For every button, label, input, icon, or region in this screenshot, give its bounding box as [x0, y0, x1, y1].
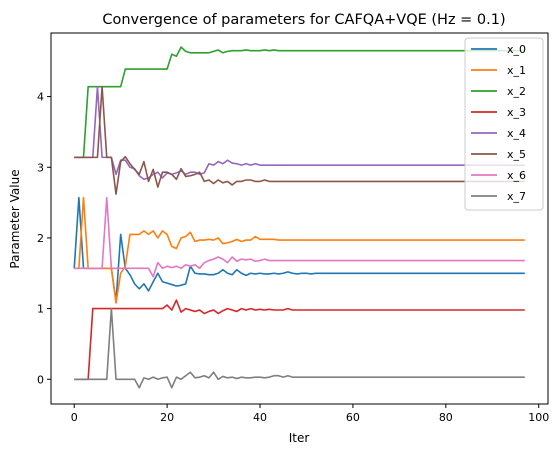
x-axis-label: Iter [289, 431, 310, 445]
legend: x_0 x_1 x_2 x_3 x_4 x_5 x_6 x_7 [464, 37, 544, 211]
x-tick-label: 100 [528, 411, 549, 424]
x-tick-label: 40 [253, 411, 267, 424]
series-lines [73, 46, 525, 389]
legend-label: x_5 [507, 148, 526, 161]
series-line-x0 [73, 196, 525, 303]
legend-label: x_6 [507, 169, 526, 182]
legend-label: x_2 [507, 85, 526, 98]
legend-label: x_0 [507, 43, 526, 56]
series-line-x7 [74, 307, 525, 389]
y-tick-label: 0 [37, 373, 44, 386]
x-axis: 0 20 40 60 80 100 [71, 404, 549, 424]
y-tick-label: 3 [37, 161, 44, 174]
legend-label: x_3 [507, 106, 526, 119]
x-tick-label: 80 [439, 411, 453, 424]
x-tick-label: 20 [160, 411, 174, 424]
legend-label: x_1 [507, 64, 526, 77]
series-line-x5 [74, 85, 525, 195]
y-tick-label: 4 [37, 91, 44, 104]
y-tick-label: 1 [37, 303, 44, 316]
legend-label: x_7 [507, 190, 526, 203]
y-axis-label: Parameter Value [8, 169, 22, 268]
x-tick-label: 60 [346, 411, 360, 424]
x-tick-label: 0 [71, 411, 78, 424]
legend-label: x_4 [507, 127, 526, 140]
series-line-x6 [74, 196, 525, 278]
chart-title: Convergence of parameters for CAFQA+VQE … [102, 12, 505, 28]
legend-box [464, 37, 544, 211]
series-line-x1 [74, 196, 525, 304]
plot-area-frame [50, 32, 549, 405]
y-axis: 0 1 2 3 4 [37, 91, 51, 386]
series-line-x3 [74, 299, 525, 381]
y-tick-label: 2 [37, 232, 44, 245]
series-line-x2 [74, 46, 525, 159]
